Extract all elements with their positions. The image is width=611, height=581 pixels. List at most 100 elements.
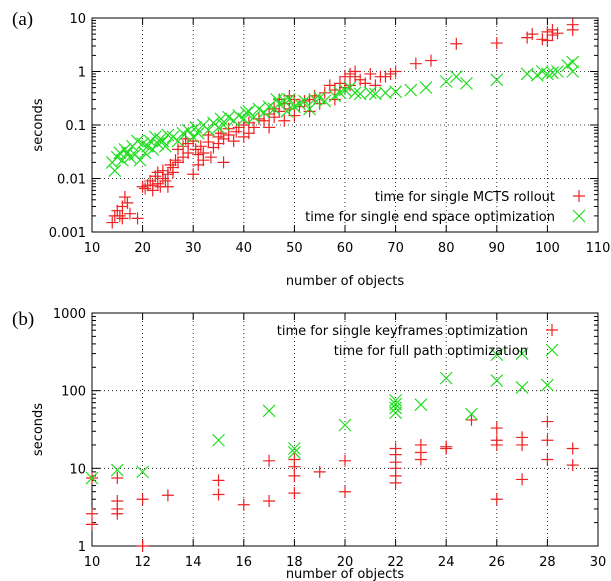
x-tick-label: 26: [489, 555, 506, 570]
data-point-plus: [213, 474, 225, 486]
data-point-plus: [491, 422, 503, 434]
data-point-plus: [192, 149, 204, 161]
data-point-plus: [567, 443, 579, 455]
data-point-plus: [390, 443, 402, 455]
data-point-plus: [114, 210, 126, 222]
data-point-plus: [521, 32, 533, 44]
x-tick-label: 28: [539, 555, 556, 570]
data-point-plus: [526, 28, 538, 40]
data-point-plus: [213, 489, 225, 501]
legend-marker: [573, 210, 585, 222]
data-point-plus: [541, 26, 553, 38]
data-point-cross: [248, 111, 260, 123]
data-point-cross: [420, 82, 432, 94]
data-point-cross: [450, 71, 462, 83]
data-point-plus: [516, 473, 528, 485]
data-point-plus: [491, 37, 503, 49]
data-point-cross: [137, 466, 149, 478]
x-tick-label: 90: [489, 241, 506, 256]
x-axis-label: number of objects: [286, 274, 405, 289]
data-point-plus: [466, 414, 478, 426]
legend-label: time for full path optimization: [334, 344, 528, 359]
data-point-cross: [567, 56, 579, 68]
data-point-plus: [288, 487, 300, 499]
data-point-plus: [243, 127, 255, 139]
data-point-cross: [405, 84, 417, 96]
data-point-plus: [552, 27, 564, 39]
y-tick-label: 1000: [53, 307, 86, 322]
data-point-plus: [390, 66, 402, 78]
x-tick-label: 60: [337, 241, 354, 256]
data-point-plus: [354, 74, 366, 86]
data-point-cross: [440, 76, 452, 88]
data-point-plus: [263, 455, 275, 467]
data-point-plus: [339, 486, 351, 498]
y-tick-label: 10: [69, 12, 86, 27]
data-point-plus: [139, 183, 151, 195]
data-point-cross: [491, 74, 503, 86]
data-point-plus: [162, 181, 174, 193]
data-point-plus: [425, 55, 437, 67]
x-tick-label: 40: [236, 241, 253, 256]
x-axis-label: number of objects: [286, 567, 405, 581]
series-2: [106, 56, 578, 177]
data-point-plus: [137, 540, 149, 552]
data-point-plus: [172, 156, 184, 168]
data-point-plus: [379, 71, 391, 83]
panel-label: (b): [12, 309, 34, 330]
data-point-cross: [263, 405, 275, 417]
x-tick-label: 20: [134, 241, 151, 256]
data-point-cross: [109, 165, 121, 177]
data-point-plus: [157, 165, 169, 177]
data-point-plus: [190, 143, 202, 155]
data-point-plus: [546, 24, 558, 36]
data-point-plus: [541, 453, 553, 465]
y-tick-label: 0.1: [65, 119, 86, 134]
data-point-plus: [385, 68, 397, 80]
data-point-plus: [491, 493, 503, 505]
data-point-plus: [121, 197, 133, 209]
x-tick-label: 30: [590, 555, 607, 570]
data-point-plus: [440, 441, 452, 453]
y-tick-label: 100: [61, 385, 86, 400]
data-point-cross: [516, 381, 528, 393]
data-point-plus: [567, 459, 579, 471]
series-1: [86, 414, 579, 552]
data-point-plus: [263, 495, 275, 507]
data-point-plus: [364, 68, 376, 80]
data-point-cross: [192, 127, 204, 139]
data-point-plus: [137, 181, 149, 193]
data-point-plus: [263, 121, 275, 133]
data-point-plus: [167, 166, 179, 178]
y-axis-label: seconds: [31, 98, 46, 151]
data-point-plus: [339, 455, 351, 467]
data-point-plus: [119, 191, 131, 203]
x-tick-label: 14: [185, 555, 202, 570]
data-point-cross: [134, 154, 146, 166]
data-point-plus: [450, 38, 462, 50]
x-tick-label: 110: [586, 241, 611, 256]
legend-label: time for single MCTS rollout: [375, 190, 555, 205]
x-tick-label: 16: [236, 555, 253, 570]
series-2: [86, 348, 553, 484]
x-tick-label: 12: [134, 555, 151, 570]
x-tick-label: 30: [185, 241, 202, 256]
y-tick-label: 1: [78, 66, 86, 81]
data-point-cross: [415, 399, 427, 411]
data-point-plus: [541, 416, 553, 428]
y-tick-label: 0.01: [57, 173, 86, 188]
data-point-plus: [111, 495, 123, 507]
x-tick-label: 100: [535, 241, 560, 256]
x-tick-label: 70: [387, 241, 404, 256]
data-point-plus: [410, 58, 422, 70]
data-point-plus: [314, 466, 326, 478]
data-point-plus: [541, 434, 553, 446]
data-point-plus: [516, 431, 528, 443]
x-tick-label: 50: [286, 241, 303, 256]
legend-marker: [573, 190, 585, 202]
x-tick-label: 10: [84, 241, 101, 256]
y-axis-label: seconds: [31, 403, 46, 456]
data-point-plus: [86, 508, 98, 520]
